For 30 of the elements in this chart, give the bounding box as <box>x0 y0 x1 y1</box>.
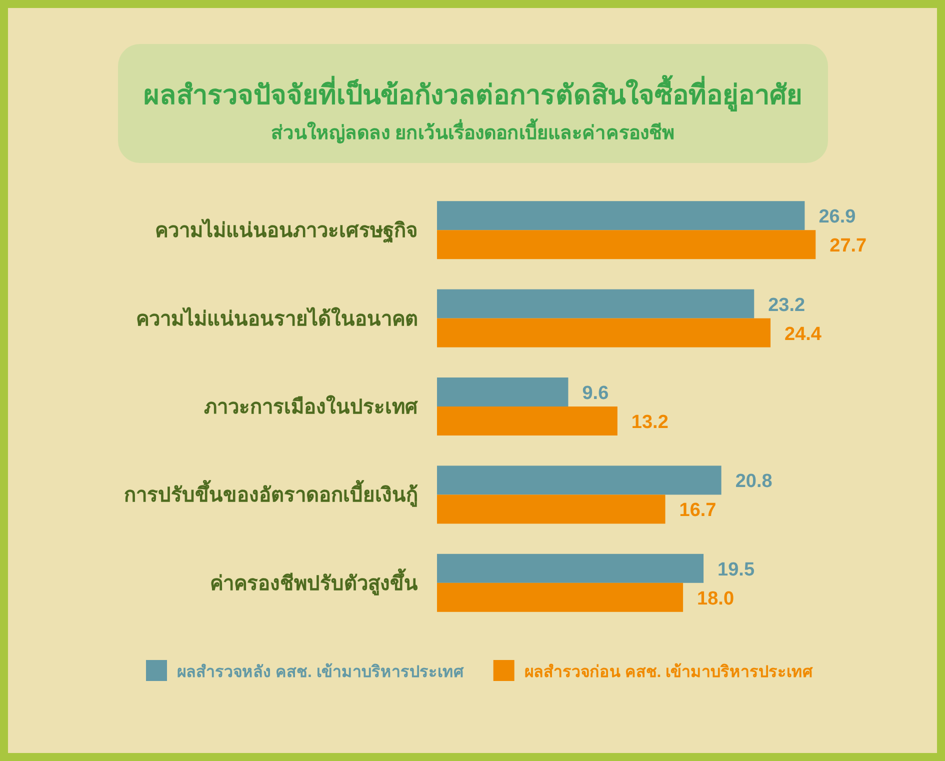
data-label: 20.8 <box>735 471 772 492</box>
bar <box>437 554 704 583</box>
data-label: 27.7 <box>830 236 867 257</box>
bar <box>437 318 771 348</box>
bar <box>437 494 666 524</box>
bar <box>437 582 684 612</box>
y-tick-label: ค่าครองชีพปรับตัวสูงขึ้น <box>210 568 418 597</box>
data-label: 23.2 <box>768 294 806 316</box>
data-label: 18.0 <box>697 588 734 610</box>
bar <box>437 201 805 230</box>
bar <box>437 406 618 436</box>
y-tick-label: ความไม่แน่นอนภาวะเศรษฐกิจ <box>155 218 418 244</box>
y-tick-label: ความไม่แน่นอนรายได้ในอนาคต <box>136 306 418 330</box>
data-label: 19.5 <box>718 559 755 580</box>
bar <box>437 378 568 406</box>
legend-label: ผลสำรวจหลัง คสช. เข้ามาบริหารประเทศ <box>177 663 464 681</box>
data-label: 26.9 <box>818 206 856 228</box>
chart-title: ผลสำรวจปัจจัยที่เป็นข้อกังวลต่อการตัดสินใจซื้อที่อยู่อาศัย <box>144 74 802 112</box>
chart-subtitle: ส่วนใหญ่ลดลง ยกเว้นเรื่องดอกเบี้ยและค่าครองชีพ <box>270 118 676 144</box>
data-label: 9.6 <box>582 383 609 404</box>
heading: ผลสำรวจปัจจัยที่เป็นข้อกังวลต่อการตัดสินใจซื้อที่อยู่อาศัย ส่วนใหญ่ลดลง ยกเว้นเรื่องดอกเบี้ยและค่าครองชีพ <box>118 44 828 163</box>
data-label: 16.7 <box>679 500 716 522</box>
y-tick-label: ภาวะการเมืองในประเทศ <box>204 394 419 418</box>
bar <box>437 466 722 495</box>
bar <box>437 289 754 318</box>
y-tick-label: การปรับขึ้นของอัตราดอกเบี้ยเงินกู้ <box>124 480 418 509</box>
bar <box>437 230 816 260</box>
data-label: 13.2 <box>631 412 668 433</box>
data-label: 24.4 <box>784 324 822 345</box>
legend-label: ผลสำรวจก่อน คสช. เข้ามาบริหารประเทศ <box>524 663 814 681</box>
